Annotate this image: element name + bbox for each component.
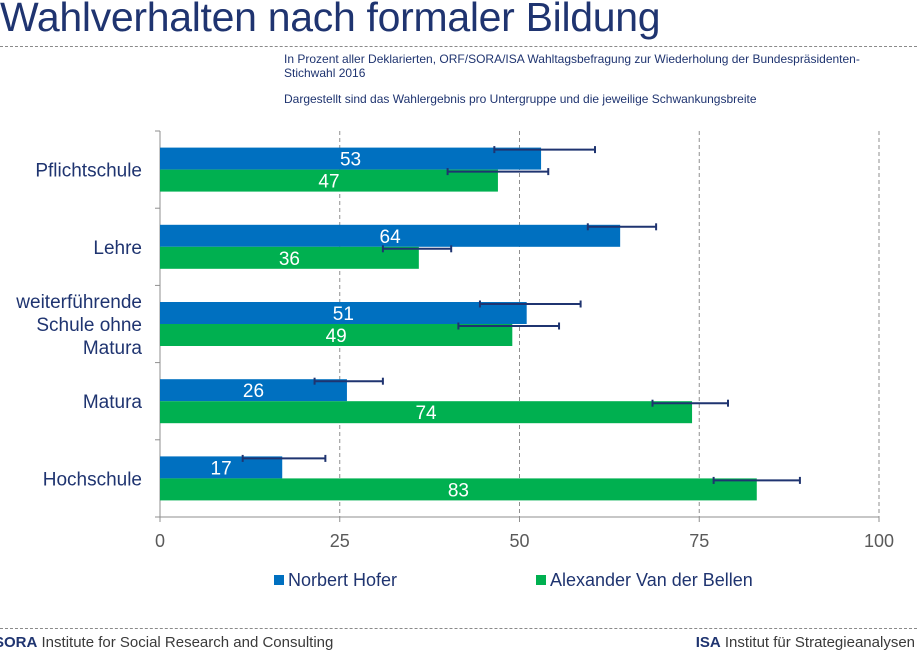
bar-vdb	[160, 401, 693, 424]
data-label-hofer: 64	[380, 227, 402, 248]
data-label-hofer: 17	[211, 458, 232, 479]
x-tick-label: 25	[330, 531, 350, 551]
x-tick-label: 75	[689, 531, 709, 551]
bar-hofer	[160, 456, 283, 479]
bar-vdb	[160, 324, 513, 346]
legend-label-hofer: Norbert Hofer	[288, 570, 398, 590]
legend-label-vdb: Alexander Van der Bellen	[550, 570, 753, 590]
data-label-hofer: 51	[333, 304, 354, 325]
isa-brand: ISA	[695, 634, 721, 651]
x-tick-label: 100	[864, 531, 894, 551]
chart-note: Dargestellt sind das Wahlergebnis pro Un…	[284, 92, 757, 106]
bar-vdb	[160, 478, 757, 501]
chart-subtitle: In Prozent aller Deklarierten, ORF/SORA/…	[284, 52, 860, 80]
data-label-hofer: 26	[243, 381, 264, 402]
x-tick-label: 50	[509, 531, 529, 551]
legend-item-vdb: Alexander Van der Bellen	[536, 570, 753, 591]
category-label: Hochschule	[43, 469, 142, 490]
data-label-vdb: 74	[415, 403, 437, 424]
footer-right: ISA Institut für Strategieanalysen	[696, 634, 915, 651]
legend-swatch-vdb	[536, 575, 546, 585]
sora-text: Institute for Social Research and Consul…	[41, 634, 334, 651]
data-label-vdb: 47	[318, 172, 339, 193]
bar-hofer	[160, 379, 347, 402]
category-label: Matura	[83, 338, 143, 359]
isa-text: Institut für Strategieanalysen	[724, 634, 915, 651]
title-divider	[0, 46, 917, 47]
data-label-vdb: 83	[448, 480, 469, 501]
footer-left: SORA Institute for Social Research and C…	[0, 634, 333, 651]
legend-swatch-hofer	[274, 575, 284, 585]
category-label: Lehre	[93, 238, 142, 259]
x-tick-label: 0	[155, 531, 165, 551]
category-label: Matura	[83, 392, 143, 413]
category-label: weiterführende	[15, 292, 142, 313]
chart-title: Wahlverhalten nach formaler Bildung	[0, 0, 661, 40]
sora-brand: SORA	[0, 634, 38, 651]
bar-hofer	[160, 302, 527, 324]
bar-vdb	[160, 169, 498, 192]
category-label: Pflichtschule	[35, 161, 142, 182]
data-label-vdb: 36	[279, 249, 300, 270]
data-label-hofer: 53	[340, 150, 361, 171]
legend-item-hofer: Norbert Hofer	[274, 570, 397, 591]
bar-vdb	[160, 246, 419, 269]
bar-hofer	[160, 147, 542, 170]
footer-divider	[0, 628, 917, 629]
bar-hofer	[160, 224, 621, 247]
category-label: Schule ohne	[36, 315, 142, 336]
data-label-vdb: 49	[326, 326, 347, 347]
